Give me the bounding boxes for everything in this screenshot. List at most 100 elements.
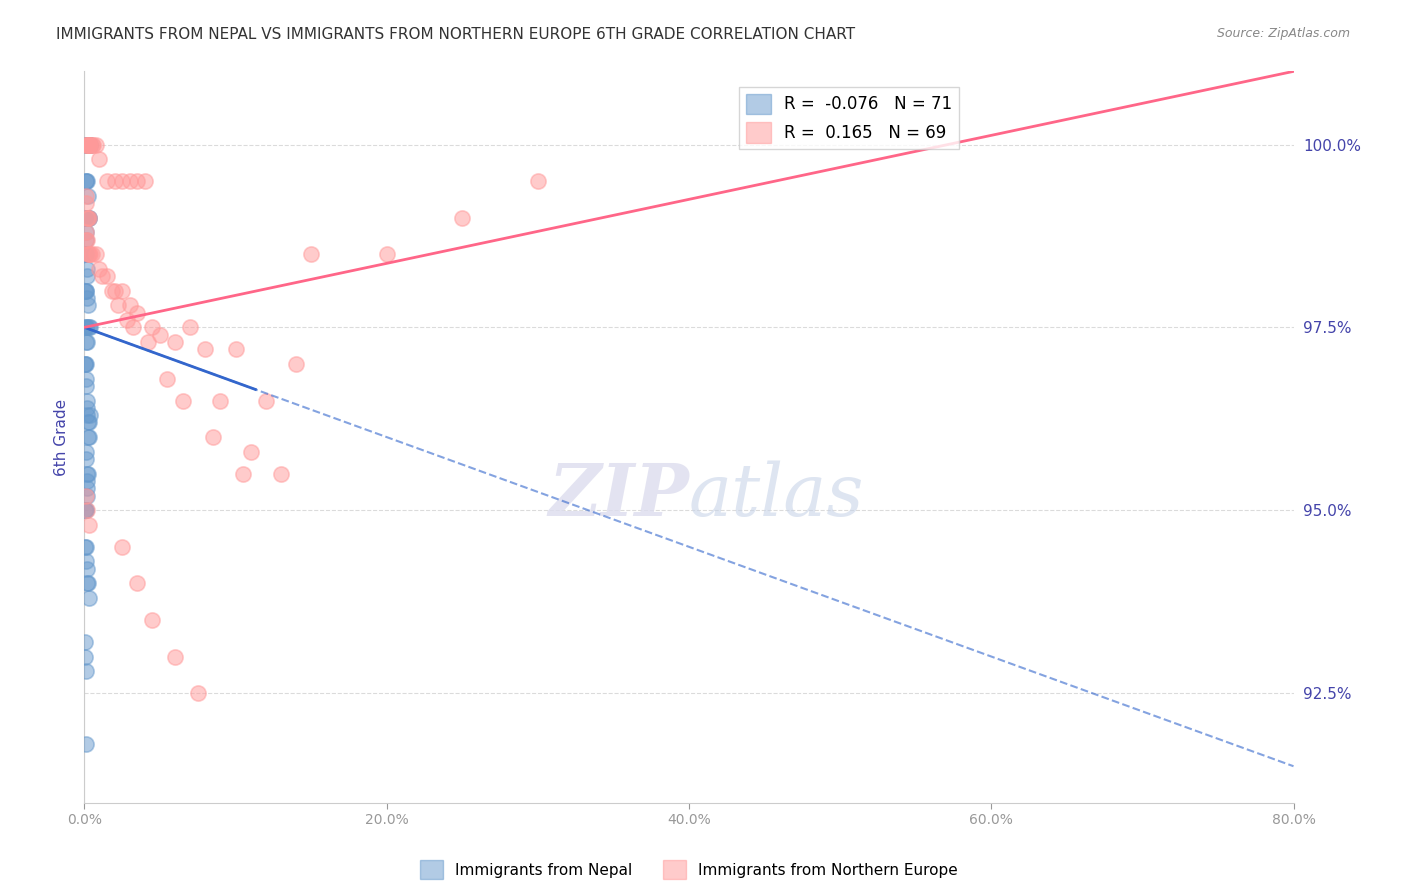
Immigrants from Northern Europe: [225, 343, 247, 357]
Immigrants from Northern Europe: [77, 137, 100, 152]
Immigrants from Nepal: [77, 211, 100, 225]
Immigrants from Nepal: [75, 247, 97, 261]
Immigrants from Northern Europe: [111, 540, 134, 554]
Immigrants from Northern Europe: [75, 137, 97, 152]
Immigrants from Nepal: [75, 247, 97, 261]
Immigrants from Nepal: [75, 284, 97, 298]
Immigrants from Nepal: [77, 467, 100, 481]
Immigrants from Northern Europe: [77, 517, 100, 532]
Immigrants from Northern Europe: [76, 137, 98, 152]
Immigrants from Nepal: [75, 211, 97, 225]
Immigrants from Northern Europe: [527, 174, 550, 188]
Immigrants from Nepal: [76, 334, 98, 349]
Immigrants from Nepal: [76, 576, 98, 591]
Immigrants from Nepal: [79, 137, 101, 152]
Immigrants from Nepal: [75, 334, 97, 349]
Immigrants from Northern Europe: [165, 649, 187, 664]
Immigrants from Northern Europe: [209, 393, 232, 408]
Immigrants from Nepal: [75, 247, 97, 261]
Immigrants from Northern Europe: [80, 247, 103, 261]
Immigrants from Northern Europe: [89, 261, 111, 276]
Immigrants from Northern Europe: [451, 211, 474, 225]
Immigrants from Nepal: [79, 408, 101, 422]
Immigrants from Nepal: [76, 211, 98, 225]
Immigrants from Nepal: [77, 211, 100, 225]
Text: Source: ZipAtlas.com: Source: ZipAtlas.com: [1216, 27, 1350, 40]
Immigrants from Nepal: [75, 379, 97, 393]
Immigrants from Nepal: [75, 284, 97, 298]
Immigrants from Nepal: [75, 649, 97, 664]
Y-axis label: 6th Grade: 6th Grade: [53, 399, 69, 475]
Immigrants from Nepal: [76, 269, 98, 284]
Immigrants from Nepal: [77, 591, 100, 605]
Immigrants from Northern Europe: [89, 152, 111, 166]
Immigrants from Nepal: [76, 576, 98, 591]
Immigrants from Nepal: [75, 211, 97, 225]
Immigrants from Northern Europe: [127, 576, 149, 591]
Immigrants from Nepal: [76, 137, 98, 152]
Immigrants from Nepal: [75, 174, 97, 188]
Immigrants from Northern Europe: [172, 393, 194, 408]
Immigrants from Northern Europe: [77, 137, 100, 152]
Immigrants from Northern Europe: [111, 284, 134, 298]
Immigrants from Nepal: [76, 261, 98, 276]
Immigrants from Northern Europe: [91, 269, 114, 284]
Immigrants from Northern Europe: [107, 298, 129, 312]
Immigrants from Nepal: [76, 211, 98, 225]
Immigrants from Northern Europe: [96, 269, 118, 284]
Immigrants from Nepal: [76, 467, 98, 481]
Immigrants from Northern Europe: [75, 233, 97, 247]
Immigrants from Northern Europe: [76, 503, 98, 517]
Immigrants from Nepal: [75, 284, 97, 298]
Immigrants from Northern Europe: [76, 247, 98, 261]
Immigrants from Northern Europe: [79, 247, 101, 261]
Immigrants from Nepal: [75, 137, 97, 152]
Immigrants from Nepal: [75, 664, 97, 678]
Immigrants from Nepal: [75, 540, 97, 554]
Immigrants from Northern Europe: [270, 467, 292, 481]
Immigrants from Nepal: [75, 503, 97, 517]
Immigrants from Nepal: [76, 408, 98, 422]
Immigrants from Nepal: [79, 137, 101, 152]
Immigrants from Northern Europe: [179, 320, 201, 334]
Immigrants from Nepal: [75, 320, 97, 334]
Immigrants from Nepal: [75, 357, 97, 371]
Immigrants from Nepal: [75, 452, 97, 467]
Immigrants from Nepal: [75, 357, 97, 371]
Immigrants from Northern Europe: [100, 284, 122, 298]
Immigrants from Northern Europe: [127, 174, 149, 188]
Immigrants from Nepal: [76, 298, 98, 312]
Immigrants from Northern Europe: [127, 306, 149, 320]
Immigrants from Northern Europe: [75, 225, 97, 239]
Immigrants from Northern Europe: [136, 334, 159, 349]
Immigrants from Northern Europe: [104, 284, 127, 298]
Immigrants from Nepal: [76, 137, 98, 152]
Immigrants from Northern Europe: [134, 174, 156, 188]
Immigrants from Nepal: [77, 416, 100, 430]
Immigrants from Northern Europe: [86, 137, 108, 152]
Immigrants from Nepal: [75, 503, 97, 517]
Immigrants from Northern Europe: [76, 211, 98, 225]
Immigrants from Nepal: [76, 393, 98, 408]
Immigrants from Nepal: [76, 562, 98, 576]
Immigrants from Northern Europe: [201, 430, 224, 444]
Immigrants from Nepal: [76, 291, 98, 305]
Immigrants from Nepal: [75, 225, 97, 239]
Immigrants from Nepal: [77, 211, 100, 225]
Immigrants from Northern Europe: [375, 247, 398, 261]
Immigrants from Nepal: [75, 540, 97, 554]
Immigrants from Nepal: [75, 233, 97, 247]
Immigrants from Nepal: [76, 174, 98, 188]
Immigrants from Northern Europe: [111, 174, 134, 188]
Immigrants from Northern Europe: [285, 357, 308, 371]
Immigrants from Northern Europe: [76, 233, 98, 247]
Immigrants from Northern Europe: [86, 247, 108, 261]
Immigrants from Northern Europe: [232, 467, 254, 481]
Immigrants from Nepal: [79, 320, 101, 334]
Immigrants from Northern Europe: [121, 320, 143, 334]
Immigrants from Nepal: [75, 174, 97, 188]
Immigrants from Nepal: [77, 137, 100, 152]
Immigrants from Nepal: [76, 188, 98, 202]
Immigrants from Northern Europe: [75, 196, 97, 211]
Immigrants from Northern Europe: [299, 247, 322, 261]
